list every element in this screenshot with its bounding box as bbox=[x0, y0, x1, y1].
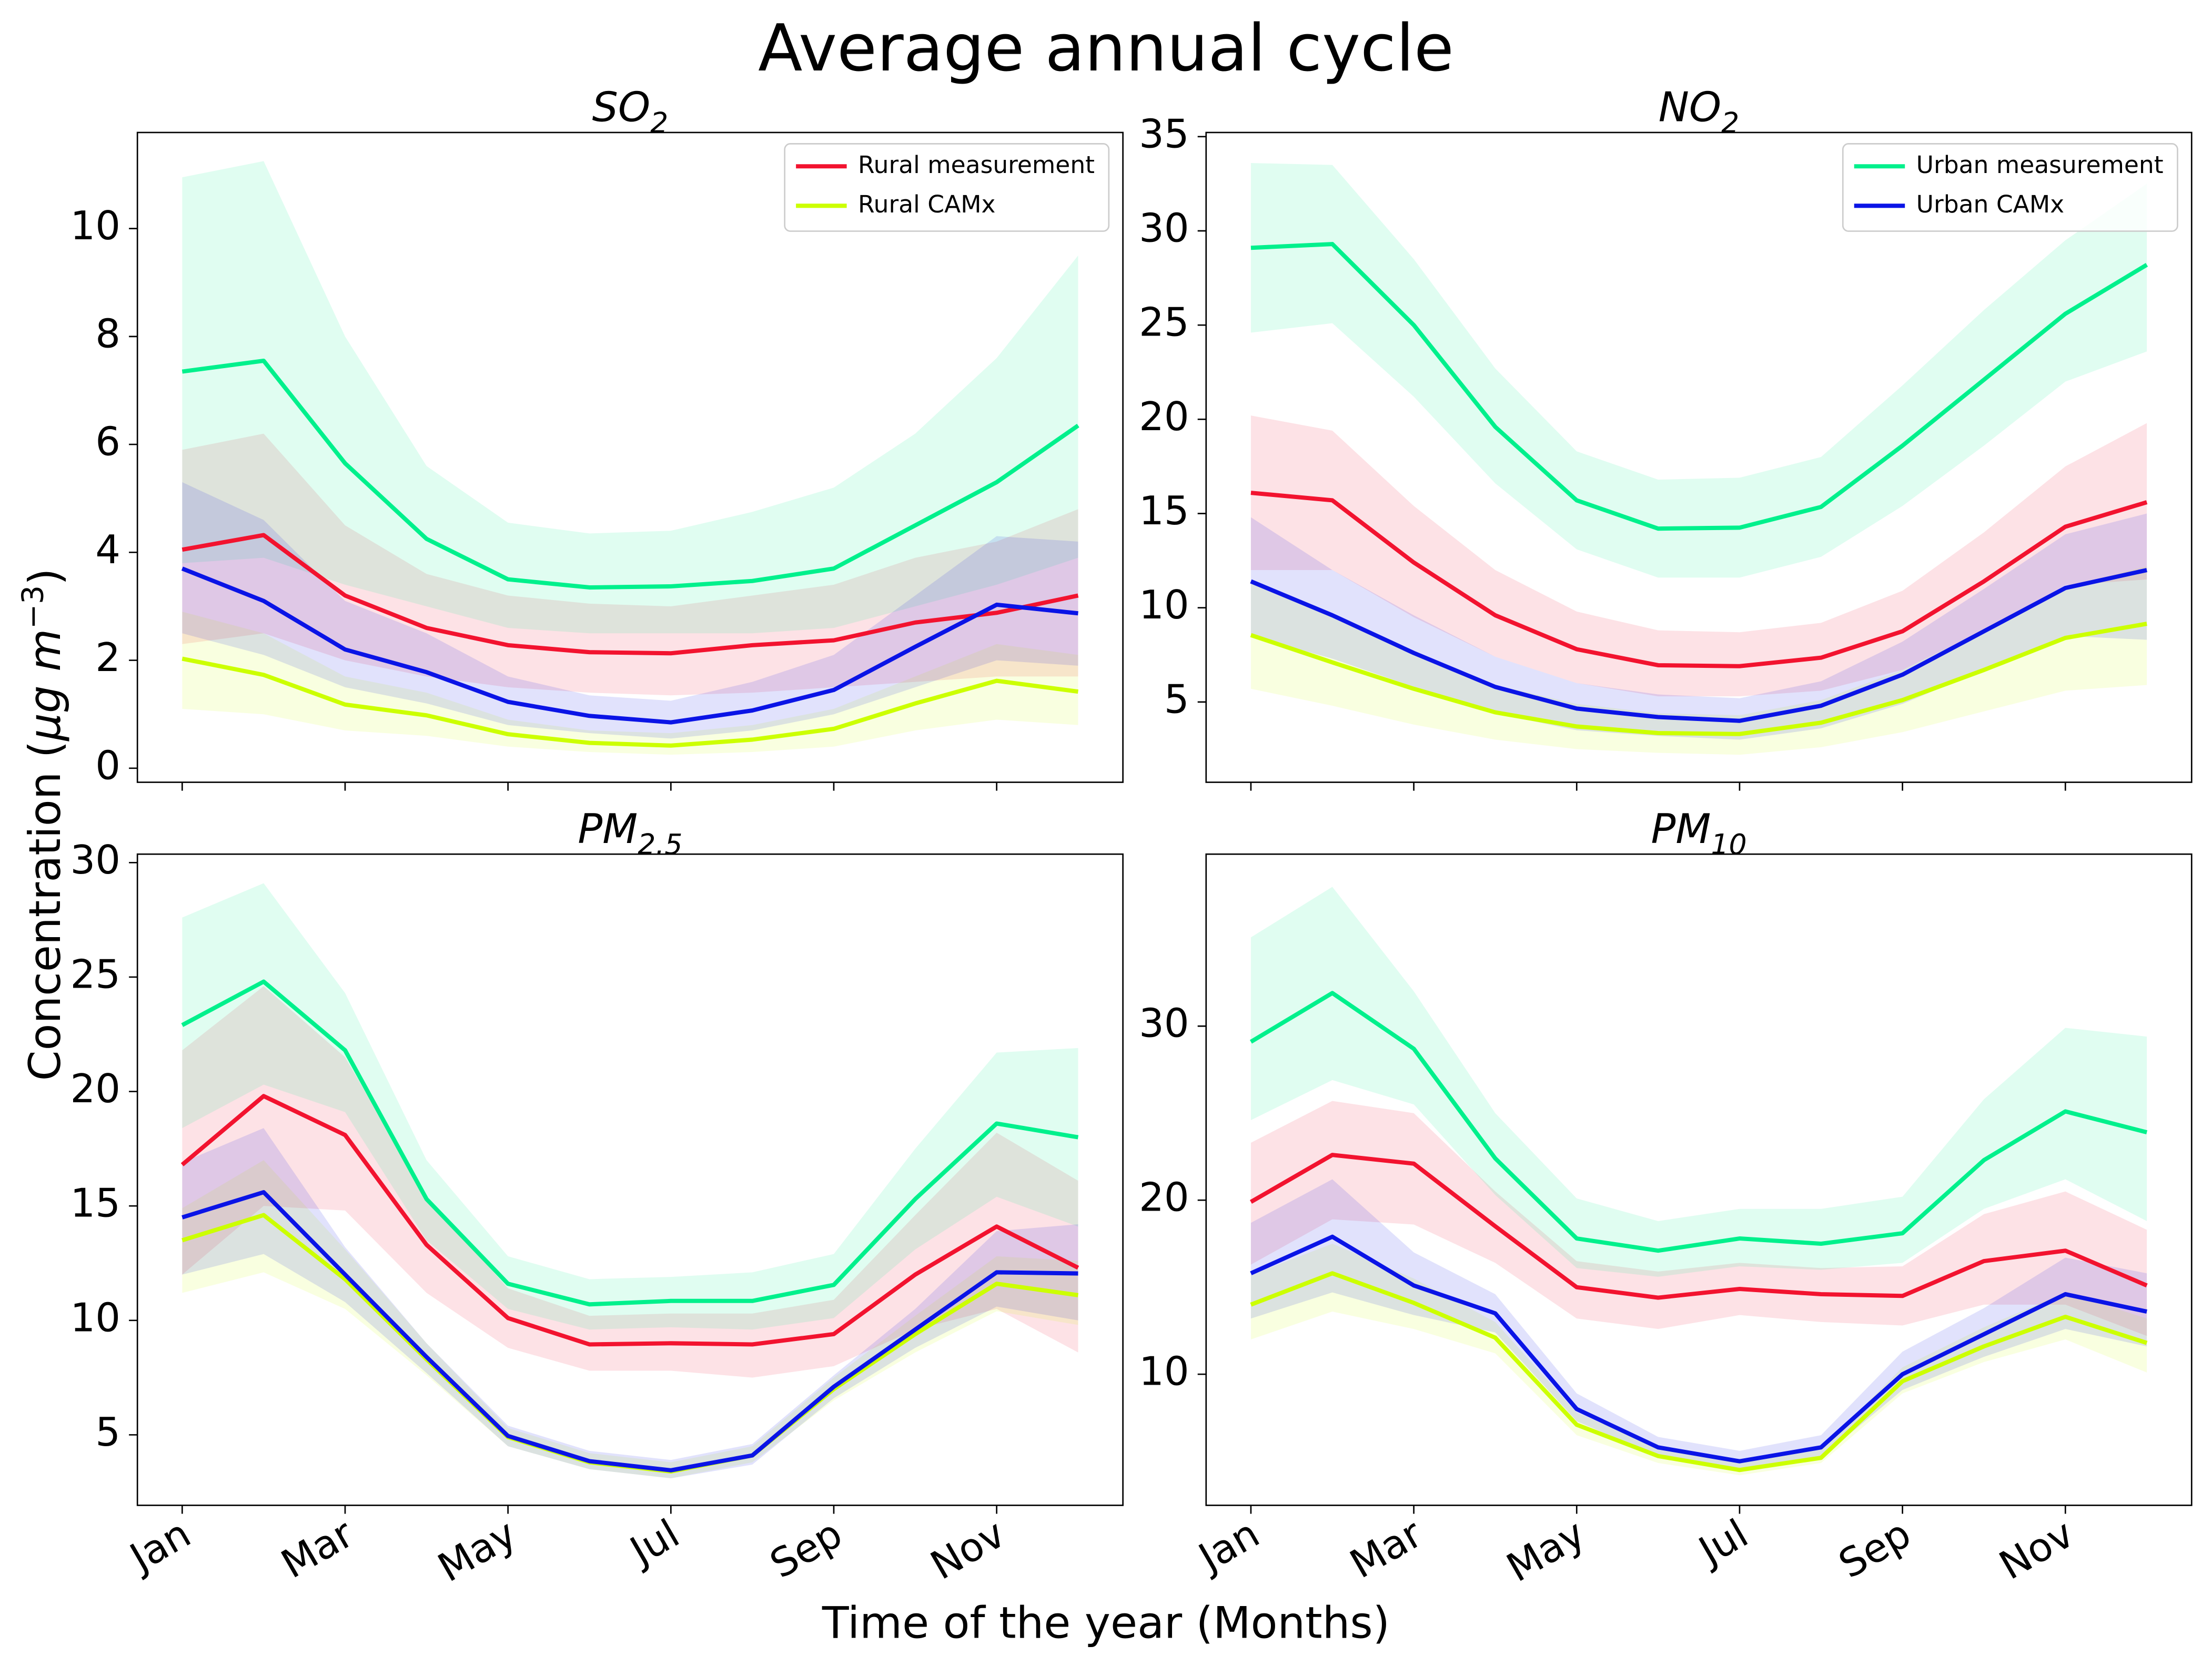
y-tick-label: 20 bbox=[1139, 393, 1189, 440]
range-band bbox=[182, 986, 1078, 1378]
series-line bbox=[181, 1190, 1078, 1472]
series-line bbox=[181, 979, 1079, 1307]
y-tick-label: 10 bbox=[70, 1294, 120, 1340]
series-line bbox=[1250, 242, 2148, 531]
legend: Rural measurement Rural CAMx bbox=[784, 143, 1110, 232]
axes-frame bbox=[136, 131, 1124, 783]
title-sub: 2 bbox=[1721, 106, 1739, 139]
range-band bbox=[182, 161, 1078, 634]
x-axis-label: Time of the year (Months) bbox=[822, 1597, 1390, 1648]
legend-frame bbox=[784, 143, 1110, 232]
range-band bbox=[1250, 887, 2147, 1277]
title-main: PM bbox=[578, 806, 638, 853]
range-band bbox=[1250, 1243, 2147, 1476]
y-tick-label: 30 bbox=[1139, 205, 1189, 251]
plot-area bbox=[1249, 887, 2148, 1476]
subplot-title: NO2 bbox=[1659, 84, 1739, 139]
y-tick-label: 10 bbox=[1139, 582, 1189, 628]
title-main: NO bbox=[1659, 84, 1721, 131]
title-main: SO bbox=[592, 84, 651, 131]
series-line bbox=[180, 1094, 1079, 1347]
y-tick-label: 15 bbox=[70, 1180, 120, 1226]
series-line bbox=[1249, 991, 2148, 1253]
y-tick-label: 6 bbox=[95, 419, 120, 465]
y-label-part: −3 bbox=[16, 585, 50, 629]
y-tick-label: 10 bbox=[70, 202, 120, 249]
title-main: PM bbox=[1651, 806, 1711, 853]
plot-area bbox=[181, 161, 1079, 755]
y-label-part: μg m bbox=[19, 629, 70, 742]
range-band bbox=[182, 883, 1078, 1330]
legend-label: Urban measurement bbox=[1916, 151, 2164, 179]
legend-label: Rural CAMx bbox=[858, 190, 995, 218]
figure-title: Average annual cycle bbox=[758, 11, 1454, 86]
series-line bbox=[181, 656, 1079, 748]
range-band bbox=[182, 433, 1078, 696]
axes-frame bbox=[136, 853, 1124, 1506]
range-band bbox=[1250, 1179, 2147, 1468]
y-tick-label: 10 bbox=[1139, 1348, 1189, 1395]
legend-label: Rural measurement bbox=[858, 151, 1095, 179]
series-line bbox=[1250, 1271, 2148, 1472]
y-tick-label: 5 bbox=[95, 1409, 120, 1455]
subplot-title: PM2.5 bbox=[578, 806, 682, 861]
y-tick-label: 30 bbox=[1139, 1000, 1189, 1047]
y-axis-label: Concentration (μg m−3) bbox=[16, 568, 70, 1081]
legend: Urban measurement Urban CAMx bbox=[1842, 143, 2178, 232]
series-line bbox=[1249, 1153, 2148, 1300]
title-sub: 2 bbox=[650, 106, 668, 139]
axes-frame bbox=[1205, 853, 2193, 1506]
range-band bbox=[182, 1128, 1078, 1479]
range-band bbox=[1250, 1101, 2147, 1336]
y-tick-label: 30 bbox=[70, 837, 120, 883]
y-tick-label: 15 bbox=[1139, 487, 1189, 534]
title-sub: 10 bbox=[1711, 828, 1746, 861]
legend-label: Urban CAMx bbox=[1916, 190, 2064, 218]
plot-area bbox=[1250, 162, 2148, 755]
series-line bbox=[181, 566, 1078, 725]
y-tick-label: 4 bbox=[95, 526, 120, 573]
series-line bbox=[181, 359, 1079, 590]
range-band bbox=[1250, 513, 2147, 740]
y-label-part: ) bbox=[19, 568, 70, 585]
y-tick-label: 20 bbox=[1139, 1174, 1189, 1221]
y-tick-label: 35 bbox=[1139, 110, 1189, 157]
y-label-part: Concentration ( bbox=[19, 741, 70, 1081]
range-band bbox=[182, 482, 1078, 739]
plot-area bbox=[180, 883, 1079, 1479]
range-band bbox=[182, 612, 1078, 755]
y-tick-label: 0 bbox=[95, 742, 120, 788]
series-line bbox=[1250, 1234, 2147, 1464]
y-tick-label: 2 bbox=[95, 634, 120, 680]
y-tick-label: 25 bbox=[70, 951, 120, 997]
title-sub: 2.5 bbox=[638, 828, 682, 861]
series-line bbox=[1250, 622, 2147, 736]
series-line bbox=[1250, 568, 2147, 723]
y-tick-label: 20 bbox=[70, 1065, 120, 1112]
subplot-title: SO2 bbox=[592, 84, 669, 139]
y-tick-label: 25 bbox=[1139, 299, 1189, 346]
y-tick-label: 5 bbox=[1164, 676, 1189, 722]
subplot-title: PM10 bbox=[1651, 806, 1746, 861]
range-band bbox=[1250, 162, 2147, 578]
y-tick-label: 8 bbox=[95, 310, 120, 357]
series-line bbox=[181, 533, 1079, 656]
range-band bbox=[1250, 415, 2147, 697]
range-band bbox=[182, 1160, 1078, 1479]
axes-frame bbox=[1205, 131, 2193, 783]
legend-frame bbox=[1842, 143, 2178, 232]
series-line bbox=[1250, 491, 2148, 668]
